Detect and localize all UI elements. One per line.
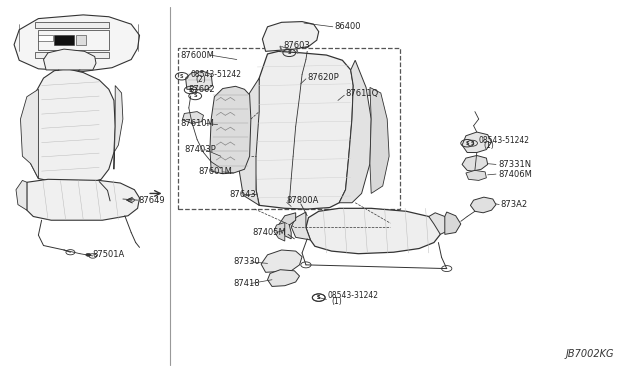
Polygon shape	[27, 179, 140, 220]
Polygon shape	[20, 89, 38, 179]
Polygon shape	[16, 180, 27, 210]
Polygon shape	[54, 35, 74, 45]
Text: 87601M: 87601M	[198, 167, 232, 176]
Text: 87331N: 87331N	[498, 160, 531, 169]
Text: 87330: 87330	[234, 257, 260, 266]
Polygon shape	[462, 155, 488, 171]
Text: S: S	[317, 295, 321, 300]
Polygon shape	[38, 35, 53, 41]
Text: S: S	[193, 93, 197, 99]
Polygon shape	[210, 86, 251, 174]
Polygon shape	[261, 250, 302, 272]
Polygon shape	[462, 132, 492, 153]
Polygon shape	[14, 15, 140, 71]
Polygon shape	[29, 69, 115, 183]
Text: S: S	[287, 50, 291, 55]
Bar	[178, 48, 400, 209]
Circle shape	[86, 253, 91, 256]
Text: 87800A: 87800A	[287, 196, 319, 205]
Text: 87611Q: 87611Q	[346, 89, 379, 98]
Text: 873A2: 873A2	[500, 200, 527, 209]
Text: S: S	[317, 295, 321, 300]
Polygon shape	[291, 212, 310, 240]
Text: 86400: 86400	[334, 22, 360, 31]
Polygon shape	[114, 86, 123, 169]
Text: 08543-51242: 08543-51242	[191, 70, 242, 79]
Polygon shape	[370, 87, 389, 193]
Polygon shape	[470, 197, 496, 213]
Text: 87649: 87649	[138, 196, 165, 205]
Text: 08543-31242: 08543-31242	[328, 291, 379, 300]
Polygon shape	[76, 35, 86, 45]
Polygon shape	[35, 52, 109, 58]
Text: 87603: 87603	[283, 41, 310, 50]
Text: S: S	[189, 87, 193, 93]
Text: 87620P: 87620P	[307, 73, 339, 82]
Polygon shape	[445, 212, 461, 234]
Polygon shape	[339, 60, 371, 203]
Polygon shape	[268, 270, 300, 286]
Text: (2): (2)	[195, 76, 206, 84]
Polygon shape	[278, 213, 296, 239]
Text: 87501A: 87501A	[93, 250, 125, 259]
Text: (1): (1)	[483, 141, 494, 150]
Text: S: S	[470, 141, 474, 146]
Text: 87403P: 87403P	[184, 145, 216, 154]
Polygon shape	[44, 49, 96, 70]
Text: 87600M: 87600M	[180, 51, 214, 60]
Polygon shape	[186, 71, 212, 90]
Text: 87405M: 87405M	[253, 228, 287, 237]
Polygon shape	[274, 222, 285, 241]
Text: 87602: 87602	[189, 85, 216, 94]
Polygon shape	[182, 112, 204, 124]
Text: 87643: 87643	[229, 190, 256, 199]
Polygon shape	[306, 208, 440, 254]
Polygon shape	[238, 78, 259, 205]
Polygon shape	[466, 170, 486, 180]
Polygon shape	[429, 213, 449, 234]
Polygon shape	[262, 22, 319, 51]
Text: S: S	[465, 141, 469, 146]
Text: S: S	[180, 74, 184, 79]
Text: 87418: 87418	[234, 279, 260, 288]
Text: 87406M: 87406M	[498, 170, 532, 179]
Polygon shape	[255, 51, 353, 209]
Text: JB7002KG: JB7002KG	[566, 349, 614, 359]
Polygon shape	[35, 22, 109, 28]
Text: 87610M: 87610M	[180, 119, 214, 128]
Text: 08543-51242: 08543-51242	[479, 136, 530, 145]
Text: (1): (1)	[332, 297, 342, 306]
